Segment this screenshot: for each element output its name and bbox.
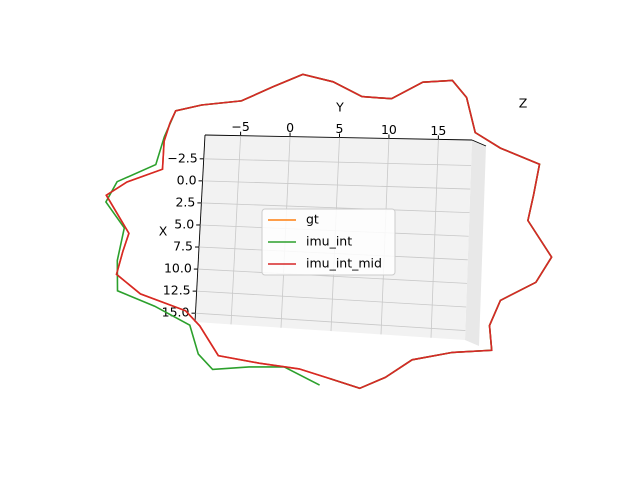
y-tick-label: 0 — [286, 120, 294, 135]
z-axis-label: Z — [519, 96, 528, 111]
x-axis-label: X — [159, 224, 168, 239]
grid-line — [195, 312, 466, 331]
x-tick-label: −2.5 — [167, 150, 197, 165]
x-tick-label: 10.0 — [164, 261, 192, 276]
lines — [104, 73, 553, 390]
x-tick-label: 2.5 — [175, 194, 195, 209]
legend-label: gt — [306, 212, 319, 227]
grid-line — [201, 202, 470, 214]
series-line — [105, 73, 553, 390]
grid-line — [197, 268, 468, 284]
x-tick-label: 12.5 — [163, 283, 191, 298]
grid: −5 0 5 10 15 −2.5 0.0 2.5 5.0 7.5 10.0 12.5 15.0 — [162, 119, 472, 338]
y-tick-label: 10 — [381, 122, 397, 137]
legend-label: imu_int_mid — [306, 256, 382, 271]
grid-line — [203, 158, 472, 166]
y-tick-label: 15 — [430, 123, 446, 138]
x-axis-line — [194, 134, 206, 323]
x-tick-label: 15.0 — [162, 305, 190, 320]
x-tick-label: 5.0 — [174, 216, 194, 231]
y-tick-label: −5 — [231, 119, 249, 134]
y-tick-label: 5 — [336, 121, 344, 136]
y-axis-line — [204, 134, 473, 141]
y-axis-label: Y — [335, 100, 344, 115]
grid-line — [196, 290, 467, 308]
legend-box — [261, 208, 396, 276]
legend: gt imu_int imu_int_mid — [261, 208, 396, 276]
x-tick-label: 7.5 — [173, 239, 193, 254]
side-pane — [465, 140, 486, 346]
x-tick-label: 0.0 — [177, 172, 197, 187]
legend-label: imu_int — [306, 234, 352, 249]
z-axis-line — [471, 139, 487, 147]
grid-line — [202, 180, 471, 190]
